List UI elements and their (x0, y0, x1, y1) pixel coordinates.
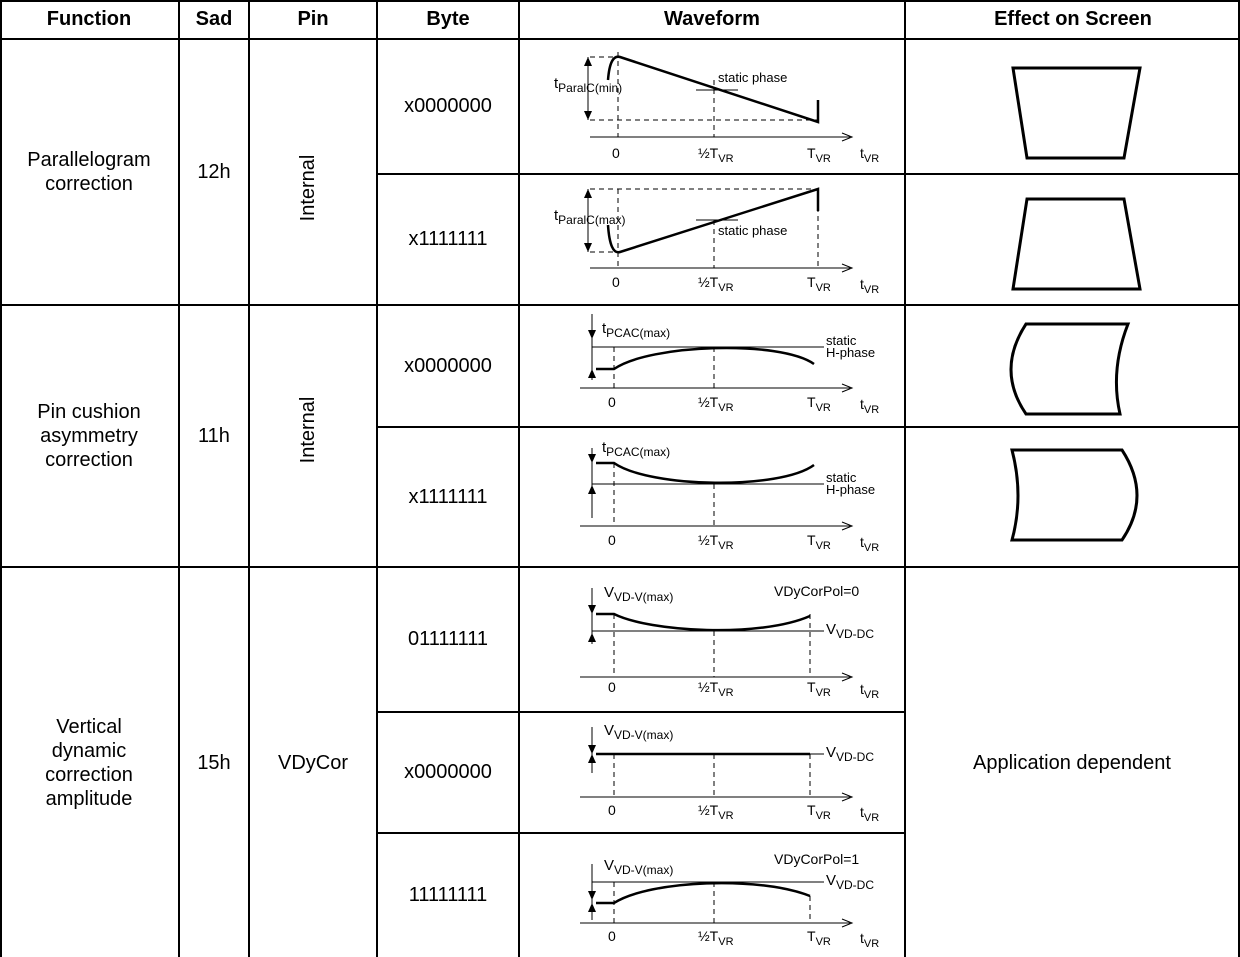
axis-full: TVR (807, 928, 831, 948)
parallelogram-right-lean-icon (1011, 197, 1142, 291)
waveform-diagram: tPCAC(max) static H-phase 0 ½TVR TVR tVR (580, 439, 879, 554)
pin-cell: Internal (297, 396, 319, 464)
axis-t: tVR (860, 145, 879, 165)
barrel-right-icon (1010, 448, 1139, 542)
waveform-diagram: VVD-V(max) VDyCorPol=0 VVD-DC 0 ½TVR TVR… (580, 583, 879, 701)
polarity-label: VDyCorPol=0 (774, 583, 859, 599)
amplitude-label: tParalC(max) (554, 207, 626, 227)
axis-half: ½TVR (698, 145, 734, 165)
axis-zero: 0 (608, 532, 616, 548)
phase-label: static (826, 470, 857, 485)
axis-zero: 0 (612, 274, 620, 290)
axis-half: ½TVR (698, 679, 734, 699)
column-divider (376, 0, 378, 957)
sad-cell: 11h (198, 425, 230, 447)
row-divider (378, 832, 906, 834)
amplitude-label: tPCAC(max) (602, 320, 670, 340)
axis-zero: 0 (608, 802, 616, 818)
pin-cell: Internal (297, 154, 319, 222)
phase-label: H-phase (826, 345, 875, 360)
amplitude-label: tPCAC(max) (602, 439, 670, 459)
waveform-diagram: tParalC(min) static phase 0 ½TVR TVR tVR (554, 52, 879, 165)
column-divider (904, 0, 906, 957)
column-divider (178, 0, 180, 957)
group-divider (0, 566, 1240, 568)
header-waveform: Waveform (664, 7, 760, 30)
header-pin: Pin (297, 7, 329, 30)
byte-cell: x1111111 (408, 485, 488, 508)
function-cell: Pin cushion asymmetry correction (37, 401, 141, 471)
header-effect: Effect on Screen (994, 7, 1152, 30)
axis-t: tVR (860, 930, 879, 950)
pin-cell: VDyCor (277, 751, 348, 774)
row-divider (378, 711, 906, 713)
axis-zero: 0 (608, 679, 616, 695)
table-border (0, 0, 2, 957)
sad-cell: 15h (197, 751, 231, 774)
axis-t: tVR (860, 534, 879, 554)
row-divider (378, 173, 1240, 175)
axis-half: ½TVR (698, 394, 734, 414)
axis-zero: 0 (608, 394, 616, 410)
byte-cell: x0000000 (404, 95, 492, 117)
waveform-diagram: tParalC(max) static phase 0 ½TVR TVR tVR (554, 187, 879, 296)
sad-cell: 12h (197, 161, 231, 183)
axis-half: ½TVR (698, 274, 734, 294)
barrel-left-icon (1009, 322, 1131, 416)
amplitude-label: VVD-V(max) (604, 584, 673, 604)
byte-cell: x0000000 (404, 761, 492, 783)
byte-cell: x0000000 (404, 354, 492, 377)
axis-full: TVR (807, 679, 831, 699)
axis-full: TVR (807, 274, 831, 294)
header-sad: Sad (195, 7, 233, 30)
axis-full: TVR (807, 394, 831, 414)
axis-t: tVR (860, 804, 879, 824)
header-divider (0, 38, 1240, 40)
amplitude-label: VVD-V(max) (604, 857, 673, 877)
axis-half: ½TVR (698, 802, 734, 822)
axis-zero: 0 (612, 145, 620, 161)
byte-cell: x1111111 (408, 228, 488, 250)
table-border (0, 0, 1240, 2)
effect-text: Application dependent (973, 751, 1171, 774)
group-divider (0, 304, 1240, 306)
axis-full: TVR (807, 145, 831, 165)
amplitude-label: VVD-V(max) (604, 722, 673, 742)
axis-t: tVR (860, 681, 879, 701)
axis-half: ½TVR (698, 928, 734, 948)
phase-label: static phase (718, 223, 787, 238)
row-divider (378, 426, 1240, 428)
parallelogram-left-lean-icon (1011, 66, 1142, 160)
axis-t: tVR (860, 276, 879, 296)
polarity-label: VDyCorPol=1 (774, 851, 859, 867)
waveform-diagram: VVD-V(max) VDyCorPol=1 VVD-DC 0 ½TVR TVR… (580, 851, 879, 950)
table-border (1238, 0, 1240, 957)
byte-cell: 01111111 (407, 628, 489, 650)
axis-half: ½TVR (698, 532, 734, 552)
byte-cell: 11111111 (408, 884, 488, 906)
function-cell: Vertical dynamic correction amplitude (45, 715, 133, 810)
axis-zero: 0 (608, 928, 616, 944)
column-divider (248, 0, 250, 957)
function-cell: Parallelogram correction (27, 149, 151, 195)
axis-full: TVR (807, 802, 831, 822)
waveform-diagram: VVD-V(max) VVD-DC 0 ½TVR TVR tVR (580, 722, 879, 824)
axis-t: tVR (860, 396, 879, 416)
axis-full: TVR (807, 532, 831, 552)
amplitude-label: tParalC(min) (554, 75, 622, 95)
phase-label: static (826, 333, 857, 348)
header-byte: Byte (426, 7, 470, 30)
dc-label: VVD-DC (826, 872, 874, 892)
dc-label: VVD-DC (826, 621, 874, 641)
header-function: Function (46, 7, 132, 30)
phase-label: static phase (718, 70, 787, 85)
waveform-diagram: tPCAC(max) static H-phase 0 ½TVR TVR tVR (580, 314, 879, 416)
dc-label: VVD-DC (826, 744, 874, 764)
phase-label: H-phase (826, 482, 875, 497)
column-divider (518, 0, 520, 957)
